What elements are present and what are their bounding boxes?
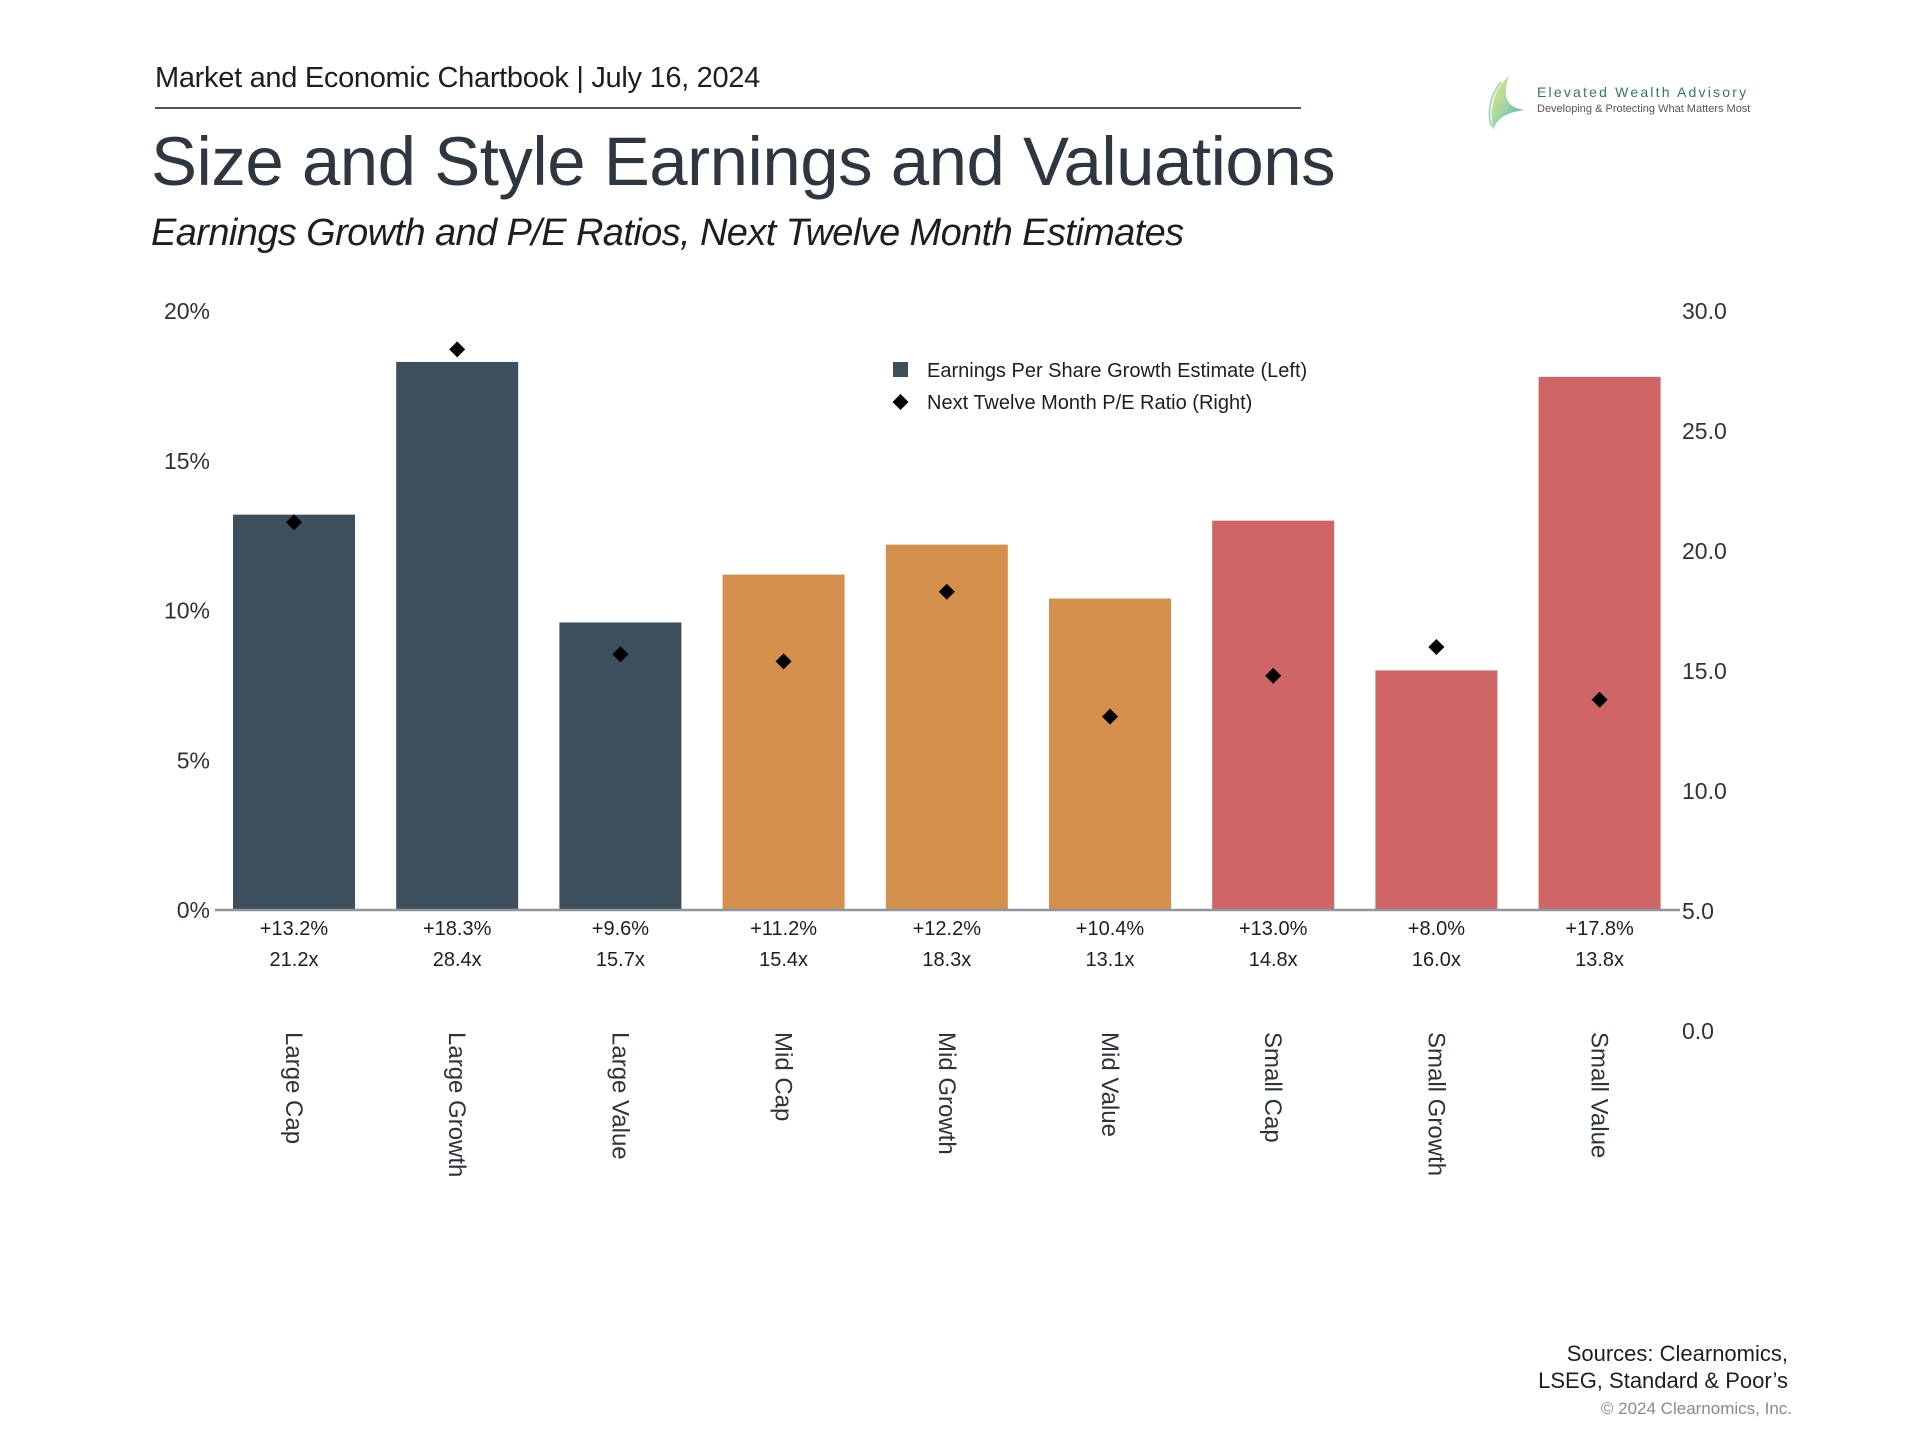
pe-ratio-label: 18.3x (922, 949, 971, 971)
left-axis-tick-label: 5% (177, 747, 210, 773)
legend: Earnings Per Share Growth Estimate (Left… (892, 360, 1307, 414)
value-labels: +13.2% 21.2x +18.3% 28.4x +9.6% 15.7x +11.2% 15… (260, 918, 1634, 971)
legend-label-pe: Next Twelve Month P/E Ratio (Right) (927, 392, 1252, 414)
left-axis-tick-label: 20% (164, 298, 210, 324)
page-title: Size and Style Earnings and Valuations (151, 123, 1336, 200)
pe-marker-mid-growth (938, 583, 955, 600)
category-label: Mid Cap (770, 1032, 797, 1121)
pe-ratio-label: 13.1x (1086, 949, 1135, 971)
eps-growth-label: +13.2% (260, 918, 329, 940)
bar-large-value (559, 622, 682, 910)
page-subtitle: Earnings Growth and P/E Ratios, Next Twe… (151, 212, 1184, 254)
pe-marker-large-value (612, 646, 629, 663)
eps-growth-label: +17.8% (1565, 918, 1634, 940)
eps-growth-label: +10.4% (1076, 918, 1145, 940)
category-label: Mid Growth (933, 1032, 960, 1155)
left-axis-tick-label: 10% (164, 598, 210, 624)
right-axis-tick-label: 30.0 (1682, 298, 1727, 324)
pe-ratio-label: 28.4x (433, 949, 482, 971)
pe-marker-small-growth (1428, 639, 1445, 655)
sources-line-2: LSEG, Standard & Poor’s (1538, 1368, 1788, 1393)
pe-marker-mid-cap (775, 653, 792, 670)
bar-mid-cap (722, 574, 845, 910)
chartbook-header: Market and Economic Chartbook | July 16,… (155, 62, 760, 94)
eps-growth-label: +11.2% (750, 918, 817, 940)
eps-growth-label: +9.6% (592, 918, 649, 940)
header-divider (155, 107, 1301, 109)
eps-growth-label: +12.2% (913, 918, 982, 940)
pe-ratio-label: 13.8x (1575, 949, 1624, 971)
right-axis: 0.0 5.0 10.0 15.0 20.0 25.0 30.0 (1682, 298, 1727, 1044)
right-axis-tick-label: 0.0 (1682, 1018, 1714, 1044)
eps-growth-label: +8.0% (1408, 918, 1465, 940)
category-label: Large Cap (280, 1032, 307, 1144)
pe-ratio-label: 21.2x (270, 949, 319, 971)
legend-label-eps: Earnings Per Share Growth Estimate (Left… (927, 360, 1307, 382)
pe-marker-small-value (1591, 691, 1608, 708)
logo-name: Elevated Wealth Advisory (1537, 84, 1749, 100)
category-label: Large Growth (443, 1032, 470, 1177)
pe-ratio-label: 15.7x (596, 949, 645, 971)
bar-small-value (1538, 376, 1661, 910)
category-labels: Large Cap Large Growth Large Value Mid Cap M… (280, 1032, 1613, 1177)
bar-small-cap (1212, 520, 1335, 910)
right-axis-tick-label: 10.0 (1682, 778, 1727, 804)
right-axis-tick-label: 20.0 (1682, 538, 1727, 564)
pe-marker-mid-value (1102, 708, 1118, 725)
right-axis-tick-label: 25.0 (1682, 418, 1727, 444)
category-label: Small Growth (1422, 1032, 1449, 1176)
bar-large-growth (396, 361, 519, 910)
sources-line-1: Sources: Clearnomics, (1566, 1341, 1788, 1366)
pe-markers (286, 341, 1608, 725)
pe-marker-large-cap (286, 514, 302, 531)
pe-marker-large-growth (449, 341, 466, 358)
bars (233, 361, 1661, 910)
right-axis-tick-label: 15.0 (1682, 658, 1727, 684)
right-axis-tick-label: 5.0 (1682, 898, 1714, 924)
eps-growth-label: +13.0% (1239, 918, 1308, 940)
pe-ratio-label: 16.0x (1412, 949, 1461, 971)
copyright: © 2024 Clearnomics, Inc. (1600, 1399, 1792, 1418)
pe-ratio-label: 14.8x (1249, 949, 1298, 971)
logo-tagline: Developing & Protecting What Matters Mos… (1537, 103, 1751, 115)
legend-swatch-eps (893, 362, 908, 377)
left-axis-tick-label: 0% (177, 897, 210, 923)
pe-marker-small-cap (1265, 667, 1282, 684)
category-label: Mid Value (1096, 1032, 1123, 1137)
leaf-logo-icon (1488, 76, 1525, 130)
pe-ratio-label: 15.4x (759, 949, 808, 971)
bar-large-cap (233, 514, 355, 910)
eps-growth-label: +18.3% (423, 918, 492, 940)
left-axis: 0% 5% 10% 15% 20% (164, 298, 210, 923)
legend-swatch-pe (892, 394, 909, 410)
bar-mid-growth (885, 544, 1008, 910)
category-label: Small Value (1586, 1032, 1613, 1158)
sources-note: Sources: Clearnomics, LSEG, Standard & P… (1538, 1340, 1788, 1394)
bar-mid-value (1049, 598, 1171, 910)
category-label: Large Value (606, 1032, 633, 1160)
bar-small-growth (1375, 670, 1498, 910)
left-axis-tick-label: 15% (164, 448, 210, 474)
category-label: Small Cap (1259, 1032, 1286, 1143)
company-logo: Elevated Wealth Advisory Developing & Pr… (1487, 74, 1787, 134)
